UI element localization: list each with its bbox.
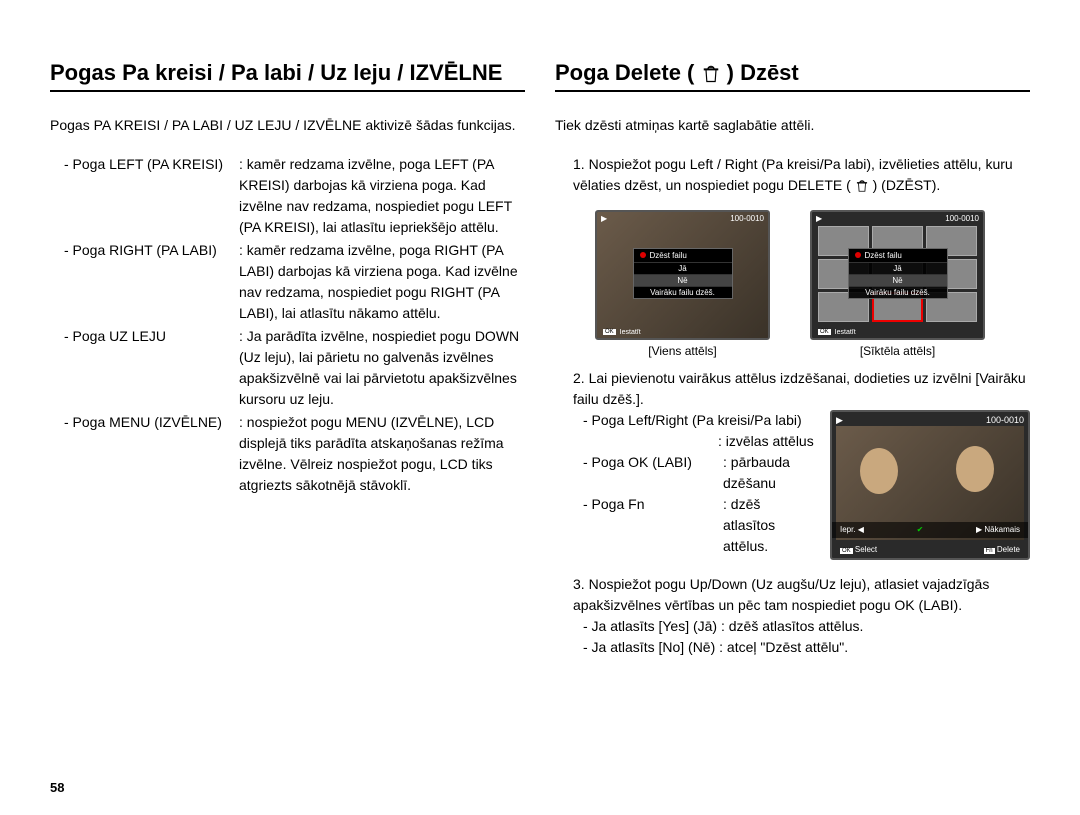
func-menu: - Poga MENU (IZVĒLNE) : nospiežot pogu M… — [64, 412, 525, 496]
right-intro: Tiek dzēsti atmiņas kartē saglabātie att… — [555, 116, 1030, 136]
screenshot-thumb: ▶ 100-0010 Dzēst failu Jā Nē Vairāku fai… — [810, 210, 985, 358]
step-2: 2. Lai pievienotu vairākus attēlus izdzē… — [555, 368, 1030, 560]
trash-icon-inline — [855, 179, 869, 193]
play-icon: ▶ — [601, 214, 607, 223]
right-heading: Poga Delete ( ) Dzēst — [555, 60, 1030, 92]
page-number: 58 — [50, 780, 64, 795]
lcd-single-image: ▶ 100-0010 Dzēst failu Jā Nē Vairāku fai… — [595, 210, 770, 340]
play-icon: ▶ — [816, 214, 822, 223]
func-right: - Poga RIGHT (PA LABI) : kamēr redzama i… — [64, 240, 525, 324]
delete-dialog: Dzēst failu Jā Nē Vairāku failu dzēš. — [633, 248, 733, 299]
sub-fn: - Poga Fn : dzēš atlasītos attēlus. — [583, 494, 814, 557]
trash-icon — [701, 64, 721, 84]
step-3: 3. Nospiežot pogu Up/Down (Uz augšu/Uz l… — [555, 574, 1030, 658]
sub-left-right: - Poga Left/Right (Pa kreisi/Pa labi) — [583, 410, 814, 431]
function-list: - Poga LEFT (PA KREISI) : kamēr redzama … — [50, 154, 525, 496]
lcd-multi-delete: ▶ 100-0010 Iepr. ◀ ✔ ▶ Nākamais OK Selec… — [830, 410, 1030, 560]
left-heading: Pogas Pa kreisi / Pa labi / Uz leju / IZ… — [50, 60, 525, 92]
func-left: - Poga LEFT (PA KREISI) : kamēr redzama … — [64, 154, 525, 238]
screenshots-row: ▶ 100-0010 Dzēst failu Jā Nē Vairāku fai… — [595, 210, 1030, 358]
left-column: Pogas Pa kreisi / Pa labi / Uz leju / IZ… — [50, 60, 525, 672]
right-column: Poga Delete ( ) Dzēst Tiek dzēsti atmiņa… — [555, 60, 1030, 672]
nav-bar: Iepr. ◀ ✔ ▶ Nākamais — [832, 522, 1028, 538]
step-1: 1. Nospiežot pogu Left / Right (Pa kreis… — [555, 154, 1030, 196]
left-intro: Pogas PA KREISI / PA LABI / UZ LEJU / IZ… — [50, 116, 525, 136]
delete-dialog-grid: Dzēst failu Jā Nē Vairāku failu dzēš. — [848, 248, 948, 299]
screenshot-single: ▶ 100-0010 Dzēst failu Jā Nē Vairāku fai… — [595, 210, 770, 358]
func-down: - Poga UZ LEJU : Ja parādīta izvēlne, no… — [64, 326, 525, 410]
lcd-thumbnail: ▶ 100-0010 Dzēst failu Jā Nē Vairāku fai… — [810, 210, 985, 340]
sub-ok: - Poga OK (LABI) : pārbauda dzēšanu — [583, 452, 814, 494]
bottom-bar: OK Select Fn Delete — [832, 544, 1028, 556]
